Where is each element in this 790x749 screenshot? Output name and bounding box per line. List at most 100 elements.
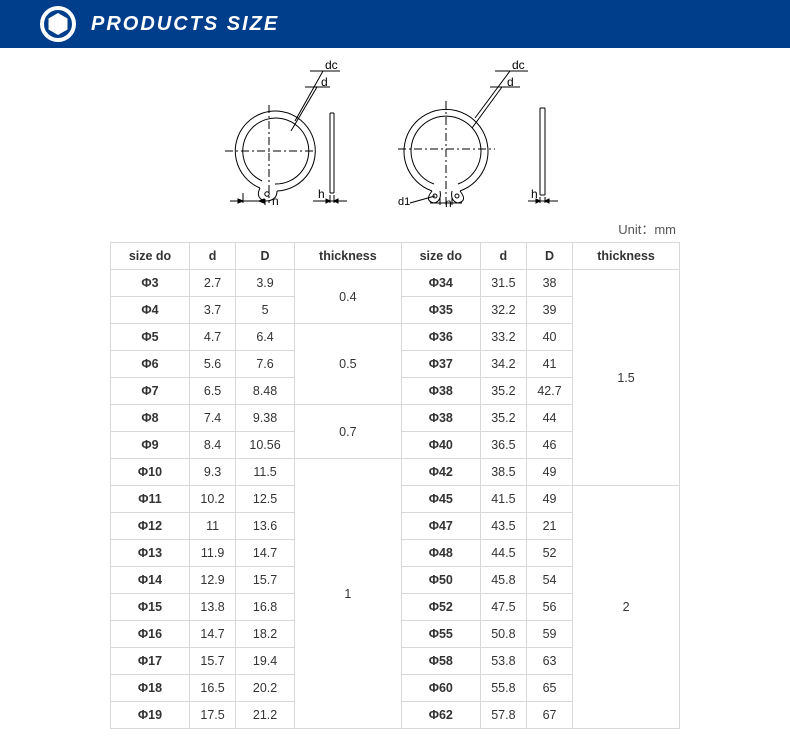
- col-d-r: d: [480, 243, 526, 270]
- cell-sizedo-l: Φ11: [111, 486, 190, 513]
- cell-sizedo-l: Φ13: [111, 540, 190, 567]
- cell-bigd-l: 12.5: [236, 486, 295, 513]
- cell-d-l: 15.7: [190, 648, 236, 675]
- cell-d-l: 17.5: [190, 702, 236, 729]
- cell-bigd-l: 5: [236, 297, 295, 324]
- cell-sizedo-l: Φ3: [111, 270, 190, 297]
- cell-sizedo-r: Φ42: [401, 459, 480, 486]
- cell-bigd-r: 54: [526, 567, 572, 594]
- unit-label: Unit：mm: [110, 213, 680, 242]
- diagram-label-n: n: [272, 194, 279, 208]
- diagram-label-dc2: dc: [512, 58, 525, 72]
- cell-sizedo-r: Φ62: [401, 702, 480, 729]
- cell-sizedo-r: Φ58: [401, 648, 480, 675]
- diagram-label-d2: d: [507, 75, 514, 89]
- col-sizedo-r: size do: [401, 243, 480, 270]
- cell-sizedo-l: Φ6: [111, 351, 190, 378]
- cell-d-r: 35.2: [480, 378, 526, 405]
- cell-d-r: 31.5: [480, 270, 526, 297]
- cell-bigd-l: 16.8: [236, 594, 295, 621]
- diagram-label-h2: h: [531, 187, 538, 201]
- hexagon-icon: [40, 6, 76, 42]
- header-title: PRODUCTS SIZE: [91, 13, 279, 36]
- diagram-label-dc: dc: [325, 58, 338, 72]
- cell-bigd-r: 65: [526, 675, 572, 702]
- cell-d-l: 7.4: [190, 405, 236, 432]
- cell-bigd-r: 46: [526, 432, 572, 459]
- cell-bigd-r: 67: [526, 702, 572, 729]
- cell-bigd-l: 7.6: [236, 351, 295, 378]
- cell-d-r: 35.2: [480, 405, 526, 432]
- size-table-wrapper: Unit：mm size do d D thickness size do d …: [0, 213, 790, 749]
- cell-bigd-l: 11.5: [236, 459, 295, 486]
- cell-d-r: 44.5: [480, 540, 526, 567]
- cell-d-r: 36.5: [480, 432, 526, 459]
- cell-d-r: 55.8: [480, 675, 526, 702]
- cell-bigd-l: 3.9: [236, 270, 295, 297]
- cell-d-l: 12.9: [190, 567, 236, 594]
- cell-d-r: 43.5: [480, 513, 526, 540]
- cell-sizedo-r: Φ35: [401, 297, 480, 324]
- cell-bigd-r: 38: [526, 270, 572, 297]
- cell-bigd-r: 52: [526, 540, 572, 567]
- diagram-label-d: d: [321, 75, 328, 89]
- cell-d-l: 2.7: [190, 270, 236, 297]
- cell-d-l: 14.7: [190, 621, 236, 648]
- cell-d-l: 6.5: [190, 378, 236, 405]
- cell-bigd-r: 42.7: [526, 378, 572, 405]
- cell-thickness-r: 2: [573, 486, 680, 729]
- cell-thickness-l: 0.5: [294, 324, 401, 405]
- cell-d-r: 33.2: [480, 324, 526, 351]
- cell-bigd-r: 63: [526, 648, 572, 675]
- cell-d-l: 16.5: [190, 675, 236, 702]
- cell-d-l: 13.8: [190, 594, 236, 621]
- cell-sizedo-r: Φ38: [401, 405, 480, 432]
- cell-bigd-l: 18.2: [236, 621, 295, 648]
- diagram-label-h: h: [318, 187, 325, 201]
- cell-sizedo-r: Φ37: [401, 351, 480, 378]
- cell-d-r: 50.8: [480, 621, 526, 648]
- cell-sizedo-l: Φ10: [111, 459, 190, 486]
- cell-sizedo-l: Φ15: [111, 594, 190, 621]
- cell-sizedo-r: Φ55: [401, 621, 480, 648]
- cell-sizedo-l: Φ4: [111, 297, 190, 324]
- diagram-label-n2: n: [445, 196, 452, 208]
- cell-d-l: 9.3: [190, 459, 236, 486]
- cell-d-r: 45.8: [480, 567, 526, 594]
- cell-d-l: 10.2: [190, 486, 236, 513]
- cell-sizedo-r: Φ48: [401, 540, 480, 567]
- cell-sizedo-l: Φ18: [111, 675, 190, 702]
- cell-d-r: 47.5: [480, 594, 526, 621]
- cell-d-l: 4.7: [190, 324, 236, 351]
- cell-sizedo-r: Φ50: [401, 567, 480, 594]
- cell-sizedo-l: Φ9: [111, 432, 190, 459]
- cell-thickness-l: 0.7: [294, 405, 401, 459]
- col-sizedo-l: size do: [111, 243, 190, 270]
- cell-bigd-r: 21: [526, 513, 572, 540]
- cell-thickness-l: 1: [294, 459, 401, 729]
- cell-d-r: 41.5: [480, 486, 526, 513]
- cell-d-l: 11: [190, 513, 236, 540]
- col-bigd-l: D: [236, 243, 295, 270]
- cell-bigd-r: 41: [526, 351, 572, 378]
- cell-bigd-l: 21.2: [236, 702, 295, 729]
- cell-bigd-l: 8.48: [236, 378, 295, 405]
- cell-d-l: 11.9: [190, 540, 236, 567]
- table-header-row: size do d D thickness size do d D thickn…: [111, 243, 680, 270]
- col-thickness-l: thickness: [294, 243, 401, 270]
- cell-d-r: 34.2: [480, 351, 526, 378]
- cell-bigd-l: 20.2: [236, 675, 295, 702]
- cell-sizedo-l: Φ5: [111, 324, 190, 351]
- cell-sizedo-l: Φ19: [111, 702, 190, 729]
- cell-sizedo-l: Φ17: [111, 648, 190, 675]
- cell-d-r: 53.8: [480, 648, 526, 675]
- cell-bigd-r: 59: [526, 621, 572, 648]
- cell-thickness-r: 1.5: [573, 270, 680, 486]
- diagram-label-d1: d1: [398, 196, 410, 208]
- cell-bigd-l: 9.38: [236, 405, 295, 432]
- cell-sizedo-l: Φ12: [111, 513, 190, 540]
- cell-bigd-r: 49: [526, 459, 572, 486]
- cell-bigd-r: 44: [526, 405, 572, 432]
- cell-bigd-l: 14.7: [236, 540, 295, 567]
- cell-sizedo-l: Φ8: [111, 405, 190, 432]
